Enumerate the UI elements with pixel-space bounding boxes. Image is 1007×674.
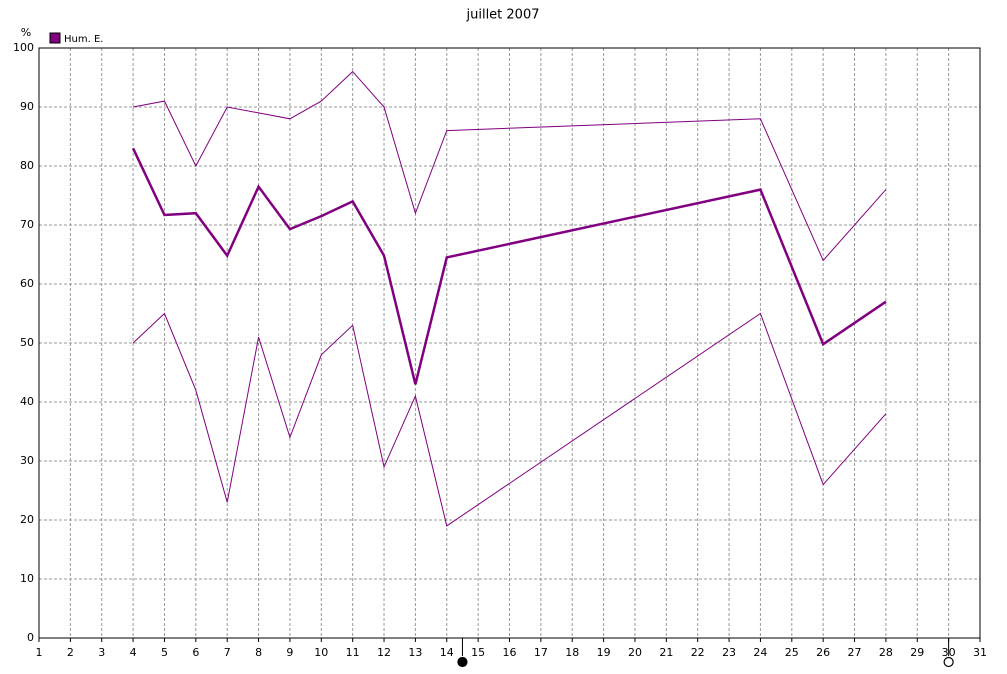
y-tick-label: 80 — [20, 159, 34, 172]
y-tick-label: 40 — [20, 395, 34, 408]
x-tick-label: 9 — [286, 646, 293, 659]
x-tick-label: 5 — [161, 646, 168, 659]
x-tick-label: 23 — [722, 646, 736, 659]
x-tick-label: 11 — [346, 646, 360, 659]
data-line — [131, 147, 887, 385]
plot-frame — [38, 47, 981, 639]
legend-swatch — [49, 32, 61, 44]
x-tick-label: 16 — [503, 646, 517, 659]
x-tick-label: 22 — [691, 646, 705, 659]
y-tick-label: 70 — [20, 218, 34, 231]
x-tick-label: 4 — [130, 646, 137, 659]
x-tick-label: 17 — [534, 646, 548, 659]
x-tick-label: 18 — [565, 646, 579, 659]
data-line — [133, 70, 887, 262]
x-tick-label: 15 — [471, 646, 485, 659]
y-tick-label: 100 — [13, 41, 34, 54]
x-tick-label: 2 — [67, 646, 74, 659]
y-axis-label: % — [21, 26, 31, 39]
x-tick-label: 13 — [408, 646, 422, 659]
marker — [943, 656, 954, 668]
x-tick-label: 10 — [314, 646, 328, 659]
y-tick-label: 60 — [20, 277, 34, 290]
x-tick-label: 12 — [377, 646, 391, 659]
y-tick-label: 10 — [20, 572, 34, 585]
x-tick-label: 20 — [628, 646, 642, 659]
x-tick-label: 25 — [785, 646, 799, 659]
x-tick-label: 27 — [848, 646, 862, 659]
x-tick-label: 26 — [816, 646, 830, 659]
x-tick-label: 6 — [192, 646, 199, 659]
x-tick-label: 24 — [753, 646, 767, 659]
y-tick-label: 0 — [27, 631, 34, 644]
x-tick-label: 29 — [910, 646, 924, 659]
chart-title: juillet 2007 — [466, 8, 540, 23]
x-tick-label: 3 — [98, 646, 105, 659]
x-tick-label: 28 — [879, 646, 893, 659]
x-tick-label: 21 — [659, 646, 673, 659]
y-tick-label: 20 — [20, 513, 34, 526]
x-tick-label: 31 — [973, 646, 987, 659]
legend-label: Hum. E. — [64, 34, 103, 45]
x-tick-label: 1 — [36, 646, 43, 659]
y-tick-label: 50 — [20, 336, 34, 349]
x-tick-label: 8 — [255, 646, 262, 659]
marker — [457, 656, 468, 668]
x-tick-label: 19 — [597, 646, 611, 659]
y-tick-label: 90 — [20, 100, 34, 113]
x-tick-label: 14 — [440, 646, 454, 659]
y-tick-label: 30 — [20, 454, 34, 467]
x-tick-label: 7 — [224, 646, 231, 659]
data-line — [132, 312, 887, 527]
